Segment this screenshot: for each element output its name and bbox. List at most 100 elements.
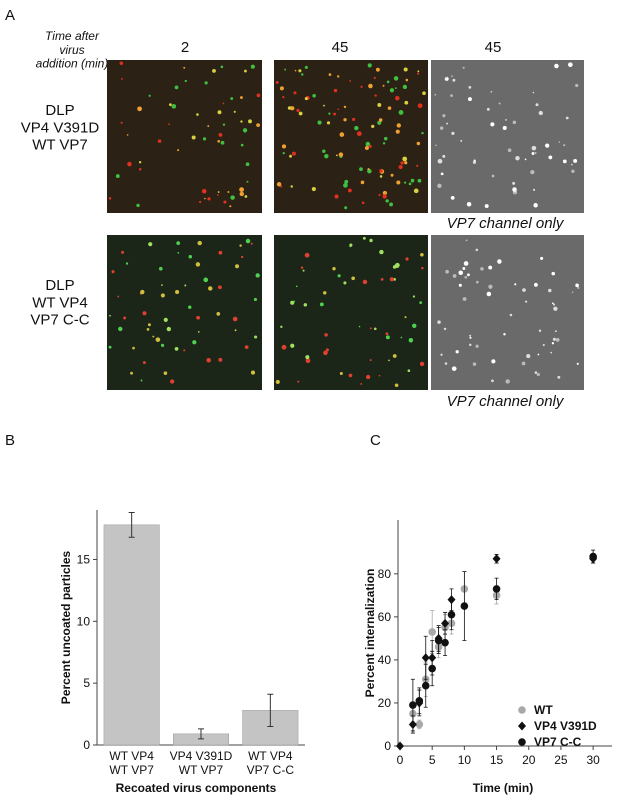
particle	[378, 118, 383, 122]
point	[441, 638, 449, 647]
particle	[394, 87, 397, 90]
particle	[206, 358, 211, 363]
particle	[400, 161, 404, 165]
particle	[351, 276, 355, 281]
image-background	[107, 235, 262, 390]
particle	[538, 110, 543, 116]
particle	[161, 284, 163, 286]
particle	[339, 132, 345, 137]
image-background	[431, 60, 584, 213]
particle	[244, 69, 247, 73]
particle	[469, 334, 472, 337]
particle	[573, 158, 578, 163]
particle	[419, 361, 425, 367]
particle	[382, 190, 388, 196]
particle	[196, 315, 200, 320]
particle	[422, 91, 426, 96]
y-axis-label: Percent uncoated particles	[59, 550, 73, 704]
particle	[281, 344, 287, 350]
particle	[554, 330, 557, 333]
particle	[400, 336, 403, 339]
particle	[380, 277, 384, 281]
particle	[356, 131, 362, 137]
particle	[505, 379, 510, 384]
point	[589, 552, 597, 561]
particle	[109, 314, 111, 317]
particle	[362, 236, 366, 240]
particle	[396, 123, 401, 128]
particle	[344, 206, 348, 210]
particle	[472, 362, 477, 366]
particle	[439, 126, 444, 130]
particle	[484, 204, 489, 209]
point	[415, 697, 424, 705]
particle	[463, 261, 469, 266]
particle	[177, 252, 180, 254]
particle	[469, 336, 472, 339]
particle	[160, 293, 165, 298]
particle	[490, 122, 495, 127]
particle	[458, 283, 462, 287]
particle	[442, 114, 446, 118]
particle	[304, 65, 308, 69]
particle	[158, 266, 163, 271]
particle	[395, 95, 400, 101]
particle	[462, 297, 467, 301]
particle	[216, 312, 221, 316]
particle	[217, 139, 221, 143]
particle	[552, 337, 556, 341]
particle	[304, 97, 308, 101]
particle	[256, 93, 261, 98]
particle	[446, 122, 448, 125]
particle	[332, 267, 336, 271]
particle	[451, 75, 453, 78]
particle	[244, 345, 249, 349]
particle	[343, 183, 348, 188]
particle	[512, 181, 516, 185]
particle	[451, 131, 455, 135]
particle	[412, 323, 417, 328]
particle	[176, 241, 181, 245]
particle	[540, 256, 544, 260]
legend-marker	[518, 738, 526, 746]
particle	[207, 197, 211, 201]
particle	[571, 291, 574, 294]
particle	[108, 345, 112, 349]
particle	[394, 383, 399, 388]
channel-note: VP7 channel only	[447, 215, 565, 232]
particle	[413, 188, 419, 194]
particle	[410, 178, 415, 183]
particle	[417, 103, 423, 109]
particle	[405, 257, 409, 261]
particle	[354, 125, 359, 131]
particle	[142, 361, 146, 365]
particle	[368, 144, 372, 148]
x-tick-label: 10	[458, 753, 472, 767]
point	[492, 585, 501, 593]
particle	[421, 131, 424, 135]
particle	[437, 158, 443, 164]
particle	[245, 162, 250, 167]
particle	[220, 65, 224, 69]
particle	[554, 63, 559, 69]
particle	[575, 283, 579, 288]
particle	[368, 83, 373, 89]
particle	[223, 200, 227, 204]
particle	[498, 102, 501, 105]
particle	[369, 327, 372, 330]
particle	[533, 203, 538, 208]
particle	[293, 91, 297, 95]
particle	[379, 175, 383, 178]
particle	[177, 149, 180, 152]
particle	[568, 62, 573, 67]
particle	[290, 185, 293, 188]
particle	[369, 238, 373, 243]
particle	[293, 300, 296, 303]
particle	[512, 120, 517, 125]
particle	[377, 103, 382, 107]
particle	[369, 359, 372, 362]
particle	[386, 80, 390, 84]
particle	[571, 169, 575, 173]
particle	[233, 110, 236, 113]
particle	[196, 113, 199, 116]
